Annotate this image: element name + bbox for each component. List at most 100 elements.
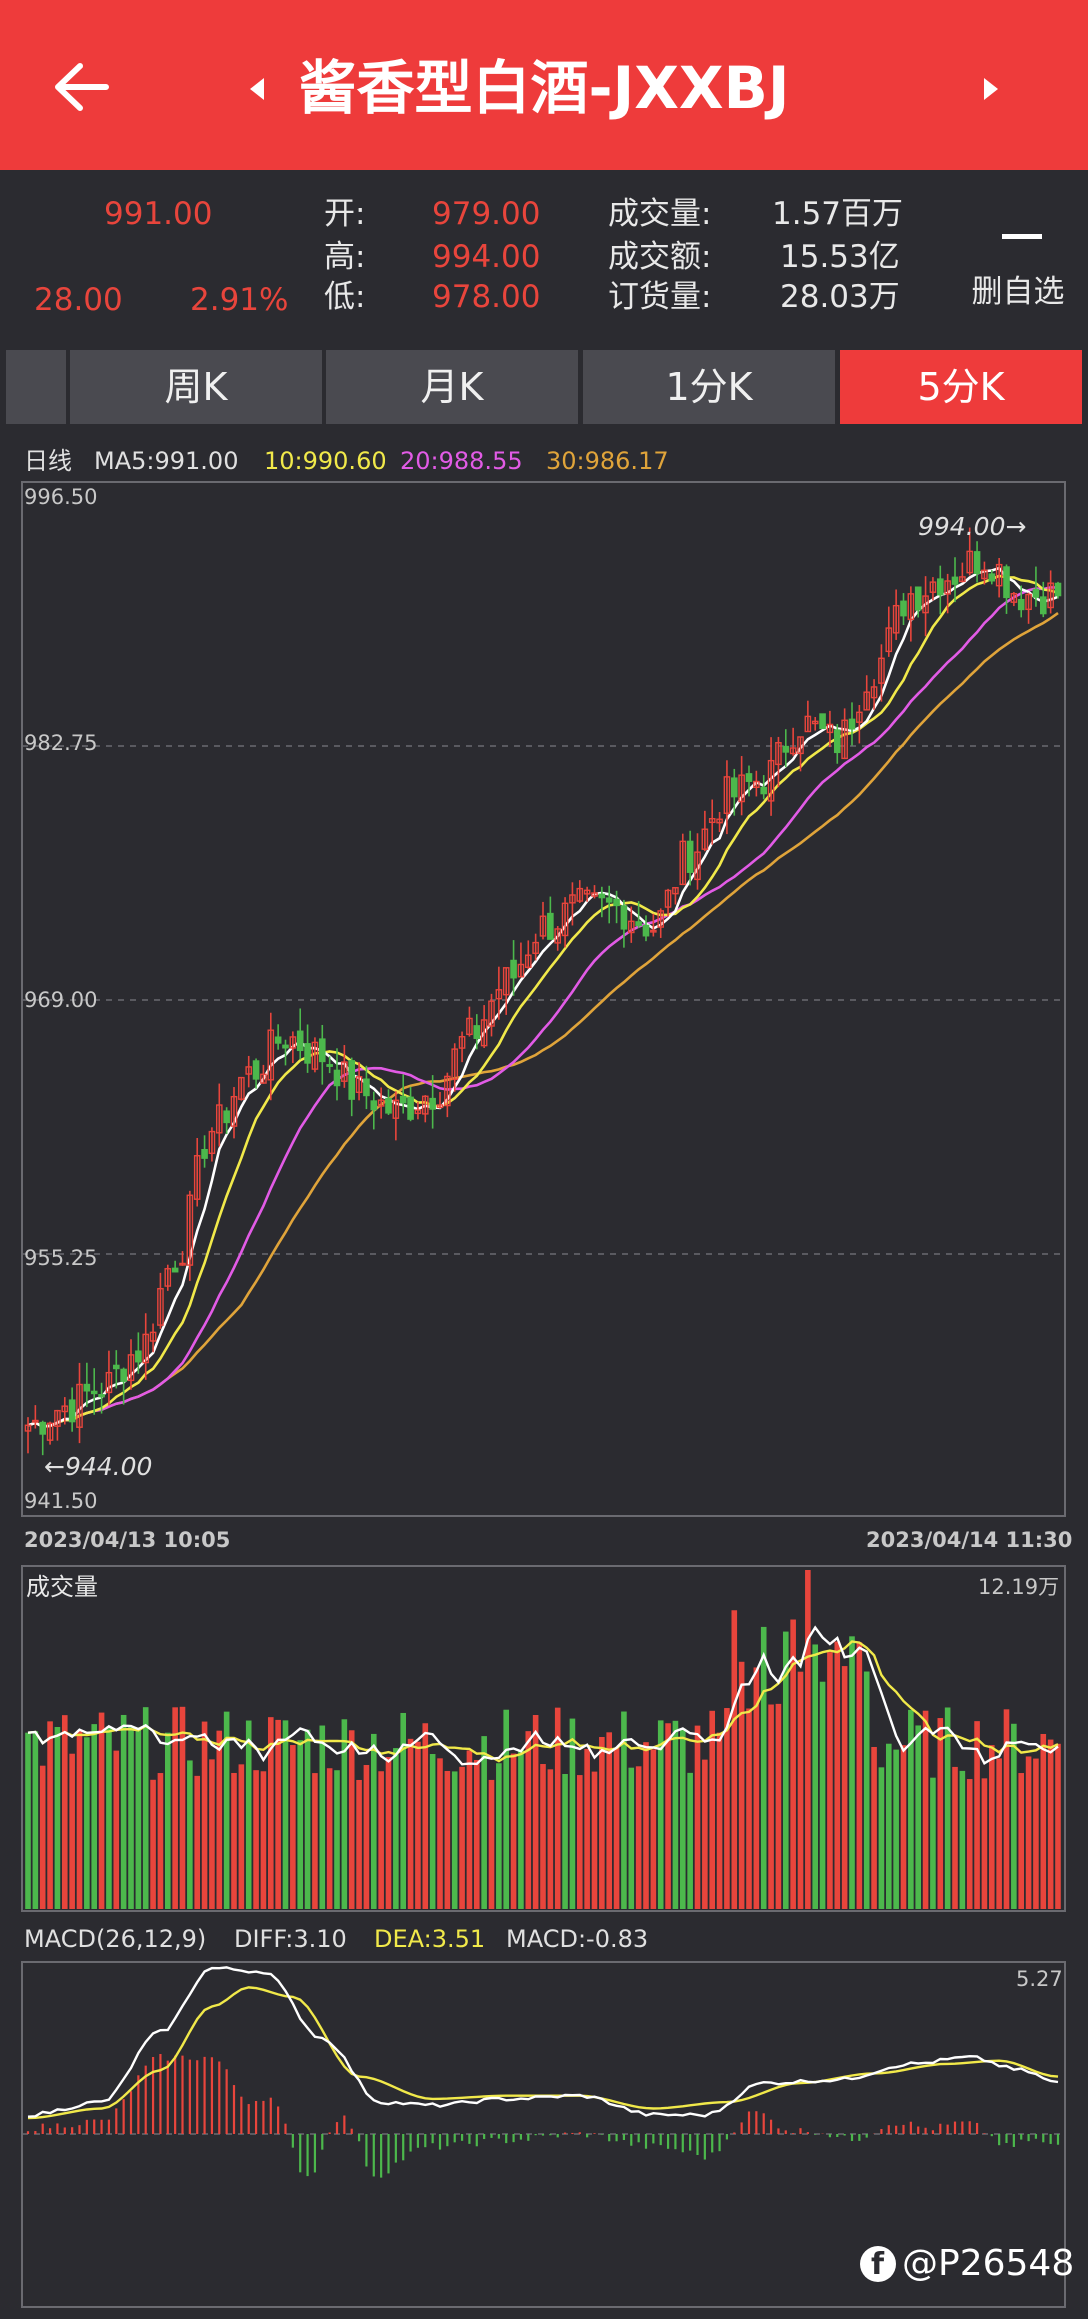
volume-bar: [679, 1728, 686, 1909]
volume-bar: [849, 1636, 855, 1909]
candle-body: [355, 1076, 363, 1094]
volume-bar: [797, 1671, 804, 1909]
candle-body: [745, 773, 753, 782]
candle-body: [708, 818, 716, 824]
volume-bar: [503, 1709, 510, 1909]
volume-bar: [856, 1642, 863, 1909]
triangle-left-icon[interactable]: [248, 76, 266, 102]
tab-5min[interactable]: 5分K: [840, 350, 1082, 424]
volume-bar: [863, 1671, 870, 1909]
candle-body: [701, 828, 709, 850]
volume-bar: [1003, 1709, 1010, 1909]
candle-body: [524, 954, 532, 968]
volume-bar: [768, 1704, 774, 1909]
volume-bar: [716, 1732, 723, 1909]
candle-body: [657, 910, 665, 928]
volume-bar: [400, 1712, 407, 1909]
volume-bar: [694, 1725, 701, 1909]
candle-body: [333, 1069, 341, 1087]
volume-bar: [782, 1631, 789, 1909]
candle-body: [782, 745, 790, 753]
candle-body: [797, 736, 804, 755]
candle-body: [282, 1044, 289, 1049]
candle-body: [98, 1394, 105, 1398]
tab-1min[interactable]: 1分K: [583, 350, 835, 424]
macd-dea: DEA:3.51: [374, 1925, 486, 1953]
candle-body: [973, 551, 981, 575]
remove-watchlist-button[interactable]: 删自选: [962, 212, 1082, 322]
volume-panel-title: 成交量: [26, 1573, 98, 1601]
moving-average-lines: [27, 566, 1059, 1428]
arrow-left-icon[interactable]: [52, 62, 110, 112]
macd-value: MACD:-0.83: [506, 1925, 649, 1953]
candle-body: [54, 1409, 61, 1427]
volume-bar: [510, 1753, 517, 1909]
candle-body: [819, 713, 826, 730]
candle-body: [811, 720, 819, 725]
low-value: 978.00: [432, 279, 541, 315]
candle-body: [39, 1421, 47, 1435]
app-header: 酱香型白酒-JXXBJ: [0, 0, 1088, 170]
volume-bar: [54, 1726, 61, 1909]
candle-body: [944, 580, 951, 595]
candle-body: [83, 1383, 91, 1392]
orders-value: 28.03万: [780, 279, 900, 315]
candle-body: [407, 1096, 414, 1120]
watermark: f @P26548: [860, 2240, 1080, 2290]
volume-bar: [738, 1661, 745, 1909]
volume-bar: [429, 1754, 436, 1909]
volume-bar: [827, 1652, 833, 1909]
tab-daily[interactable]: [6, 350, 66, 424]
time-axis-end: 2023/04/14 11:30: [866, 1528, 1073, 1552]
turnover-value: 15.53亿: [780, 239, 900, 275]
candle-body: [238, 1076, 245, 1100]
candle-body: [1039, 596, 1047, 615]
time-axis-start: 2023/04/13 10:05: [24, 1528, 231, 1552]
candle-body: [900, 600, 907, 617]
orders-label: 订货量:: [608, 279, 712, 315]
candle-body: [296, 1030, 304, 1052]
volume-bar: [157, 1773, 164, 1909]
volume-bar: [930, 1777, 936, 1909]
ma30-line: [27, 612, 1059, 1428]
candle-body: [120, 1368, 127, 1382]
volume-bar: [635, 1766, 642, 1909]
high-value: 994.00: [432, 239, 541, 275]
candle-body: [547, 912, 554, 940]
candle-body: [922, 595, 929, 614]
triangle-right-icon[interactable]: [982, 76, 1000, 102]
volume-bar: [584, 1748, 590, 1909]
legend-period: 日线: [24, 447, 72, 475]
legend-ma30: 30:986.17: [546, 447, 669, 475]
candle-body: [863, 691, 871, 711]
candle-body: [142, 1333, 150, 1364]
price-axis-top: 996.50: [24, 485, 98, 509]
candle-body: [642, 924, 650, 937]
macd-lines: [27, 1966, 1059, 2120]
volume-bar: [393, 1748, 399, 1909]
candle-body: [988, 573, 996, 582]
volume-bar: [885, 1743, 892, 1909]
tab-monthly[interactable]: 月K: [326, 350, 578, 424]
macd-diff: DIFF:3.10: [234, 1925, 347, 1953]
volume-bar: [547, 1769, 554, 1909]
candle-body: [370, 1100, 378, 1111]
volume-bar: [599, 1736, 605, 1909]
candle-body: [959, 576, 966, 583]
candle-body: [613, 898, 620, 907]
candle-body: [539, 915, 547, 937]
volume-bar: [25, 1732, 31, 1909]
volume-panel-frame: [21, 1565, 1066, 1912]
volume-bars: [25, 1570, 1061, 1909]
volume-bar: [334, 1770, 340, 1909]
last-price: 991.00: [104, 196, 213, 232]
volume-bar: [1055, 1743, 1061, 1909]
ma5-line: [27, 566, 1059, 1428]
volume-bar: [275, 1719, 281, 1909]
candle-body: [1003, 566, 1010, 599]
volume-bar: [319, 1725, 326, 1909]
tab-weekly[interactable]: 周K: [70, 350, 322, 424]
volume-bar: [61, 1715, 68, 1909]
volume-bar: [356, 1779, 362, 1909]
